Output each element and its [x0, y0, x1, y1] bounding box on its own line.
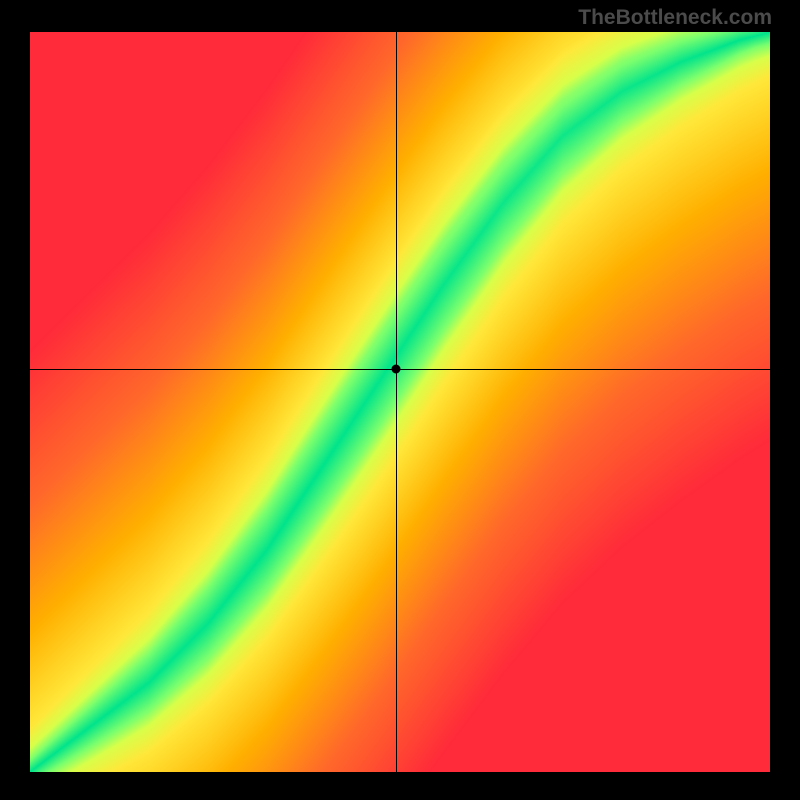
- watermark-text: TheBottleneck.com: [578, 6, 772, 30]
- chart-frame: TheBottleneck.com: [0, 0, 800, 800]
- heatmap-canvas: [30, 32, 770, 772]
- heatmap-plot: [30, 32, 770, 772]
